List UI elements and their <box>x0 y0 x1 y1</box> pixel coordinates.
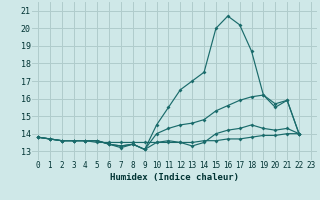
X-axis label: Humidex (Indice chaleur): Humidex (Indice chaleur) <box>110 173 239 182</box>
